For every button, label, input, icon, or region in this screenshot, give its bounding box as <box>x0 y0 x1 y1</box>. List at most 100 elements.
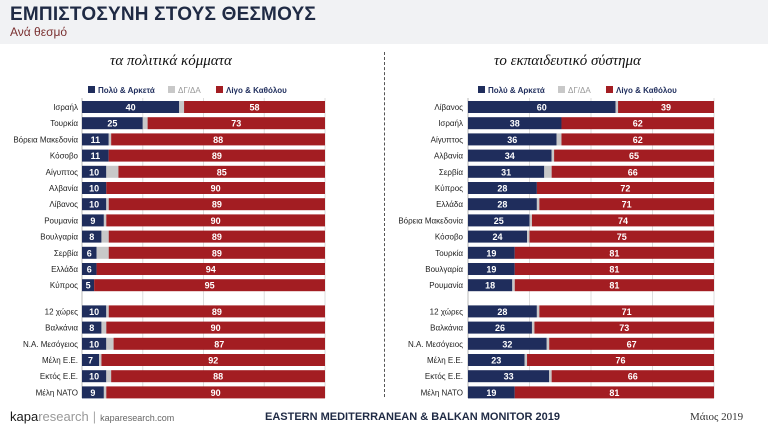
bar-high-label: 19 <box>486 265 496 275</box>
bar-low <box>551 370 714 383</box>
bar-high-label: 10 <box>89 307 99 317</box>
header-band: ΕΜΠΙΣΤΟΣΥΝΗ ΣΤΟΥΣ ΘΕΣΜΟΥΣ Ανά θεσμό <box>0 0 768 44</box>
category-label: Μέλη ΝΑΤΟ <box>421 388 463 397</box>
bar-low <box>106 321 325 334</box>
bar-high-label: 32 <box>502 339 512 349</box>
bar-high <box>82 101 180 113</box>
bar-low-label: 88 <box>213 135 223 145</box>
bar-dk <box>106 337 114 350</box>
legend-swatch <box>606 86 613 93</box>
bar-low-label: 65 <box>629 151 639 161</box>
bar-high <box>82 337 107 350</box>
bar-low <box>94 279 326 292</box>
bar-high-label: 25 <box>494 216 504 226</box>
bar-low <box>514 279 714 292</box>
report-date: Μάιος 2019 <box>690 411 744 423</box>
bar-high-label: 9 <box>90 216 95 226</box>
category-label: Κόσοβο <box>50 152 79 161</box>
bar-dk <box>101 321 107 334</box>
bar-high <box>468 101 616 113</box>
category-label: Βαλκάνια <box>45 324 78 333</box>
bar-high <box>468 165 545 178</box>
bar-high-label: 10 <box>89 200 99 210</box>
bar-high <box>468 198 537 211</box>
bar-low <box>529 230 714 243</box>
bar-dk <box>536 305 540 318</box>
bar-low-label: 58 <box>250 103 260 113</box>
bar-low <box>96 263 325 275</box>
bar-low-label: 94 <box>206 265 216 275</box>
bar-high-label: 28 <box>497 184 507 194</box>
bar-high-label: 10 <box>89 184 99 194</box>
bar-high-label: 11 <box>91 135 101 145</box>
category-label: Κόσοβο <box>435 233 464 242</box>
bar-low <box>106 214 325 227</box>
legend-swatch <box>216 86 223 93</box>
category-label: Αίγυπτος <box>431 135 464 144</box>
bar-low <box>184 101 325 113</box>
bar-high <box>468 230 528 243</box>
bar-high <box>468 133 557 146</box>
category-label: Σερβία <box>54 249 78 258</box>
bar-high <box>468 321 532 334</box>
bar-low-label: 71 <box>622 200 632 210</box>
bar-high-label: 6 <box>87 248 92 258</box>
panel-title-right: το εκπαιδευτικό σύστημα <box>494 53 641 69</box>
bar-low <box>618 101 714 113</box>
bar-low-label: 81 <box>609 265 619 275</box>
bar-high-label: 19 <box>486 248 496 258</box>
category-label: Βαλκάνια <box>430 324 463 333</box>
bar-low-label: 89 <box>212 200 222 210</box>
bar-low <box>106 182 325 194</box>
bar-high <box>82 182 107 194</box>
bar-dk <box>108 133 112 146</box>
bar-high <box>468 305 537 318</box>
bar-low-label: 90 <box>211 216 221 226</box>
bar-high <box>82 263 97 275</box>
bar-high <box>468 279 513 292</box>
bar-high <box>82 370 107 383</box>
bar-low <box>527 354 714 366</box>
bar-high-label: 33 <box>504 372 514 382</box>
category-label: Βουλγαρία <box>40 233 78 242</box>
bar-low-label: 75 <box>617 232 627 242</box>
legend-swatch <box>558 86 565 93</box>
bar-low <box>536 182 714 194</box>
bar-low <box>514 263 714 275</box>
category-label: Κύπρος <box>435 184 463 193</box>
legend-label: Πολύ & Αρκετά <box>98 86 155 95</box>
category-label: Εκτός Ε.Ε. <box>40 372 78 381</box>
bar-low <box>111 370 325 383</box>
category-label: Σερβία <box>439 168 463 177</box>
category-label: Μέλη Ε.Ε. <box>427 356 463 365</box>
bar-dk <box>142 117 148 130</box>
category-label: 12 χώρες <box>45 307 78 316</box>
bar-high <box>82 198 107 211</box>
bar-low-label: 66 <box>628 372 638 382</box>
bar-low-label: 95 <box>205 281 215 291</box>
bar-low-label: 72 <box>620 184 630 194</box>
legend-label: ΔΓ/ΔΑ <box>568 86 591 95</box>
bar-low-label: 62 <box>633 135 643 145</box>
footer: kaparesearch | kaparesearch.com EASTERN ME… <box>0 402 768 432</box>
bar-high-label: 26 <box>495 323 505 333</box>
category-label: Λίβανος <box>434 103 463 112</box>
legend-swatch <box>88 86 95 93</box>
category-label: Μέλη Ε.Ε. <box>42 356 78 365</box>
bar-high-label: 28 <box>497 307 507 317</box>
bar-dk <box>524 354 528 366</box>
bar-low-label: 81 <box>609 248 619 258</box>
bar-low-label: 92 <box>208 356 218 366</box>
bar-high-label: 10 <box>89 372 99 382</box>
bar-dk <box>106 370 112 383</box>
bar-high <box>468 182 537 194</box>
bar-dk <box>99 354 102 366</box>
bar-dk <box>106 165 119 178</box>
bar-dk <box>101 230 109 243</box>
bar-low-label: 90 <box>211 323 221 333</box>
bar-dk <box>551 149 555 162</box>
bar-high <box>82 117 143 130</box>
category-label: Ρουμανία <box>44 216 78 225</box>
bar-dk <box>512 279 515 292</box>
bar-low <box>514 246 714 259</box>
